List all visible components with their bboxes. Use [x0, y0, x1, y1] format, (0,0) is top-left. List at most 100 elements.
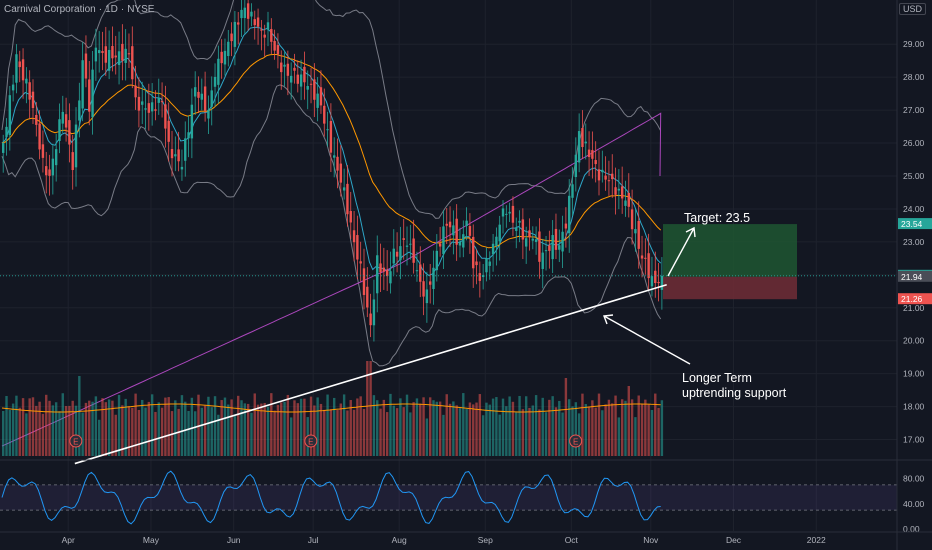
volume-bar — [266, 406, 270, 456]
target-arrow — [667, 227, 695, 277]
volume-bar — [617, 417, 621, 456]
volume-bar — [64, 406, 68, 456]
target-zone — [663, 224, 797, 277]
candle-body — [127, 53, 131, 55]
candle-body — [68, 120, 71, 145]
volume-bar — [468, 402, 472, 456]
y-tick-label: 17.00 — [903, 435, 925, 445]
volume-bar — [584, 404, 587, 456]
volume-bar — [558, 400, 561, 456]
volume-bar — [237, 395, 240, 456]
volume-bar — [5, 396, 8, 456]
candle-body — [253, 19, 256, 26]
candle-body — [289, 75, 293, 83]
candle-body — [280, 62, 283, 73]
volume-bar — [534, 395, 538, 456]
candle-body — [650, 276, 654, 287]
y-tick-label: 29.00 — [903, 39, 925, 49]
candle-body — [137, 96, 141, 111]
volume-bar — [81, 412, 84, 456]
candle-body — [376, 255, 379, 294]
volume-bar — [478, 394, 482, 456]
volume-bar — [94, 396, 98, 456]
candle-body — [313, 79, 316, 100]
volume-bar — [230, 399, 233, 456]
candle-body — [644, 257, 647, 259]
candle-body — [538, 231, 541, 262]
candle-body — [359, 261, 362, 264]
candle-body — [197, 91, 200, 98]
candle-body — [180, 166, 184, 170]
target-annotation: Target: 23.5 — [684, 211, 750, 225]
candle-body — [339, 163, 343, 183]
candle-body — [150, 102, 154, 112]
volume-bar — [518, 395, 521, 456]
candle-body — [104, 46, 108, 63]
earnings-label: E — [308, 438, 313, 447]
rsi-line — [1, 470, 661, 525]
candle-body — [468, 226, 472, 236]
candle-body — [634, 229, 637, 234]
candle-body — [478, 273, 482, 281]
candle-body — [263, 34, 266, 38]
currency-badge[interactable]: USD — [898, 3, 926, 15]
candle-body — [614, 187, 617, 195]
candle-body — [584, 141, 587, 144]
volume-bar — [442, 414, 445, 456]
candle-body — [74, 124, 78, 168]
candle-body — [293, 67, 296, 71]
volume-bar — [263, 402, 266, 456]
candle-body — [488, 261, 491, 266]
candle-body — [577, 131, 581, 163]
volume-bar — [114, 414, 117, 456]
candle-body — [333, 155, 336, 158]
volume-bar — [41, 413, 45, 456]
volume-bar — [91, 401, 94, 456]
candle-body — [256, 17, 260, 27]
candle-body — [203, 86, 207, 111]
symbol-header[interactable]: Carnival Corporation · 1D · NYSE — [4, 4, 155, 15]
earnings-icon — [69, 434, 83, 448]
volume-bar — [349, 400, 352, 456]
candle-body — [568, 195, 571, 234]
candle-body — [107, 49, 111, 71]
volume-bar — [541, 397, 544, 456]
volume-bar — [644, 399, 647, 456]
candle-body — [541, 252, 544, 269]
volume-bar — [488, 404, 491, 456]
volume-bar — [68, 405, 71, 456]
volume-bar — [495, 397, 498, 456]
candle-body — [558, 245, 561, 250]
candle-body — [511, 205, 515, 223]
x-tick-label: Oct — [565, 535, 579, 545]
support-trendline — [74, 283, 667, 465]
ma-slow-line — [1, 112, 662, 447]
candle-body — [607, 180, 611, 182]
volume-bar — [501, 398, 505, 456]
volume-bar — [399, 398, 402, 456]
volume-bar — [627, 386, 630, 456]
candle-body — [551, 235, 554, 260]
candle-body — [342, 187, 346, 191]
volume-bar — [323, 409, 326, 456]
volume-bar — [157, 402, 160, 456]
volume-bar — [210, 407, 213, 456]
candle-body — [97, 50, 101, 54]
candle-body — [38, 123, 41, 150]
candle-body — [326, 129, 329, 131]
volume-bar — [587, 406, 591, 456]
volume-bar — [253, 393, 256, 456]
volume-bar — [409, 412, 412, 456]
candle-body — [91, 69, 94, 118]
candle-body — [220, 51, 223, 64]
candle-body — [412, 238, 415, 263]
y-tick-label: 23.00 — [903, 237, 925, 247]
volume-bar — [286, 394, 290, 456]
volume-bar — [2, 411, 5, 456]
candle-body — [505, 213, 508, 215]
candle-body — [306, 86, 309, 90]
volume-bar — [134, 393, 137, 456]
volume-bar — [342, 394, 346, 456]
candle-body — [141, 101, 144, 105]
